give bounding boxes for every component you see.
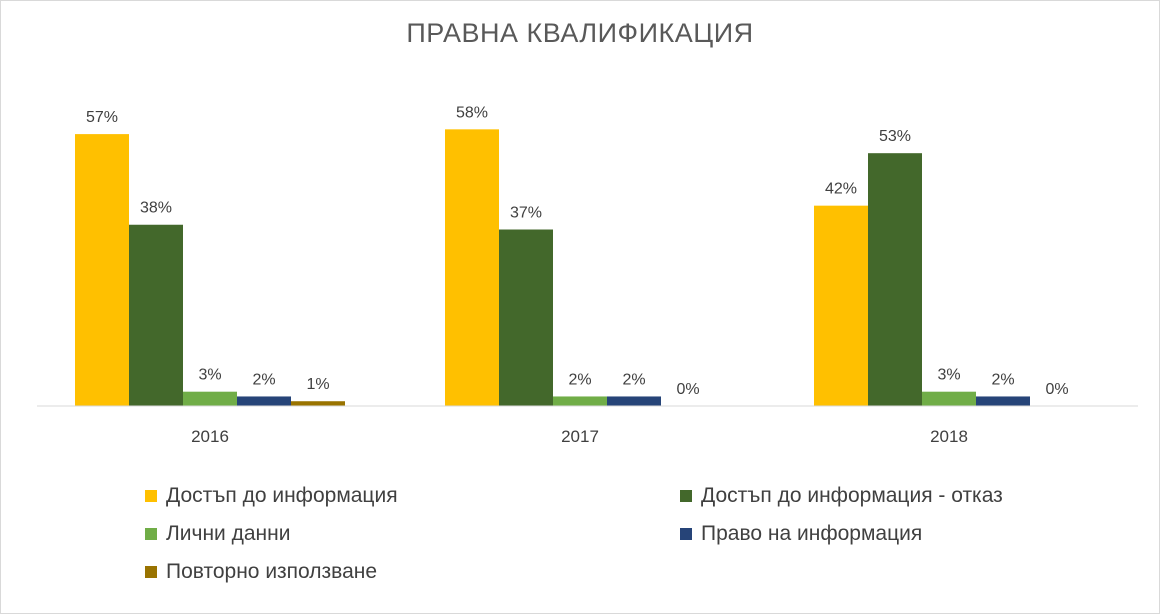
data-label-2016-series-3: 3% bbox=[198, 367, 221, 384]
legend-label: Лични данни bbox=[166, 522, 291, 545]
x-tick-label-2017: 2017 bbox=[561, 427, 599, 446]
data-label-2016-series-2: 38% bbox=[140, 200, 172, 217]
data-label-2017-series-4: 2% bbox=[622, 371, 645, 388]
data-label-2018-series-2: 53% bbox=[879, 128, 911, 145]
bar-2016-series-3 bbox=[183, 391, 237, 406]
data-label-2017-series-1: 58% bbox=[456, 104, 488, 121]
data-labels-group: 57% 38% 3% 2% 1% 58% 37% 2% 2% 0% 42% 53% 3% 2% 0% bbox=[86, 104, 1069, 398]
legend-swatch bbox=[145, 528, 157, 540]
bar-2017-series-2 bbox=[499, 229, 553, 406]
legend-swatch bbox=[145, 490, 157, 502]
bar-2016-series-4 bbox=[237, 396, 291, 406]
legend-label: Достъп до информация bbox=[166, 484, 398, 507]
data-label-2017-series-3: 2% bbox=[568, 371, 591, 388]
bar-2018-series-1 bbox=[814, 205, 868, 406]
bar-2016-series-5 bbox=[291, 401, 345, 406]
data-label-2018-series-3: 3% bbox=[937, 367, 960, 384]
data-label-2018-series-5: 0% bbox=[1045, 381, 1068, 398]
legend-label: Достъп до информация - отказ bbox=[701, 484, 1003, 507]
legend-swatch bbox=[680, 528, 692, 540]
x-ticks-group: 2016 2017 2018 bbox=[191, 427, 968, 446]
legend-swatch bbox=[145, 566, 157, 578]
chart-title: ПРАВНА КВАЛИФИКАЦИЯ bbox=[406, 18, 754, 48]
legend: Достъп до информация Достъп до информация… bbox=[145, 484, 1105, 584]
legend-item-2: Достъп до информация - отказ bbox=[680, 484, 1105, 508]
legend-label: Право на информация bbox=[701, 522, 923, 545]
legend-swatch bbox=[680, 490, 692, 502]
legend-item-4: Право на информация bbox=[680, 522, 1105, 546]
data-label-2017-series-5: 0% bbox=[676, 381, 699, 398]
data-label-2018-series-4: 2% bbox=[991, 371, 1014, 388]
bar-2016-series-2 bbox=[129, 224, 183, 406]
bar-2017-series-3 bbox=[553, 396, 607, 406]
bar-2017-series-1 bbox=[445, 129, 499, 406]
legend-item-3: Лични данни bbox=[145, 522, 680, 546]
data-label-2016-series-1: 57% bbox=[86, 109, 118, 126]
data-label-2017-series-2: 37% bbox=[510, 205, 542, 222]
legend-item-5: Повторно използване bbox=[145, 560, 680, 584]
bar-2016-series-1 bbox=[75, 134, 129, 407]
data-label-2018-series-1: 42% bbox=[825, 181, 857, 198]
x-tick-label-2018: 2018 bbox=[930, 427, 968, 446]
bar-2018-series-4 bbox=[976, 396, 1030, 406]
bars-group bbox=[75, 129, 1030, 407]
legend-item-1: Достъп до информация bbox=[145, 484, 680, 508]
data-label-2016-series-5: 1% bbox=[306, 376, 329, 393]
bar-2018-series-3 bbox=[922, 391, 976, 406]
legend-label: Повторно използване bbox=[166, 560, 378, 583]
bar-chart: 57% 38% 3% 2% 1% 58% 37% 2% 2% 0% 42% 53% 3% 2% 0% 201… bbox=[37, 104, 1138, 446]
bar-2018-series-2 bbox=[868, 153, 922, 406]
data-label-2016-series-4: 2% bbox=[252, 371, 275, 388]
bar-2017-series-4 bbox=[607, 396, 661, 406]
x-tick-label-2016: 2016 bbox=[191, 427, 229, 446]
